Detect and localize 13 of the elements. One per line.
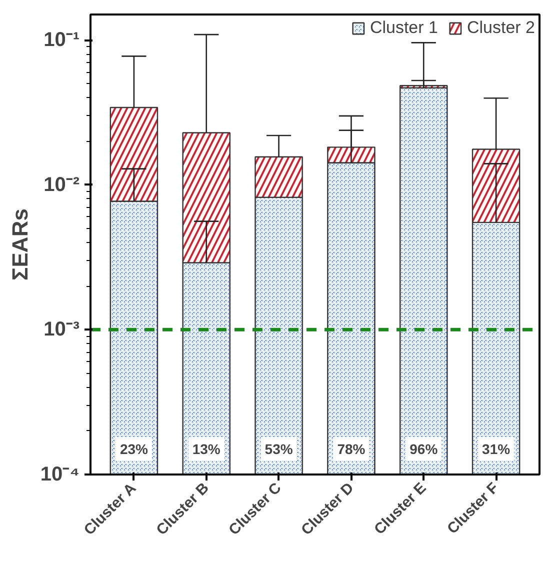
y-tick-label: 10⁻¹ [44,29,80,52]
annotation: 31% [482,440,511,457]
legend-label: Cluster 1 [370,18,438,38]
y-tick-label: 10⁻³ [44,318,80,341]
y-tick-label: 10⁻⁴ [40,464,80,486]
legend-label: Cluster 2 [466,18,535,38]
annotation: 53% [264,440,294,457]
annotation: 78% [337,440,366,457]
annotation: 96% [410,440,438,457]
y-tick-label: 10⁻² [44,174,80,196]
annotation: 23% [120,440,149,457]
annotation: 13% [192,440,221,457]
y-axis-title: ΣEARs [7,208,32,280]
